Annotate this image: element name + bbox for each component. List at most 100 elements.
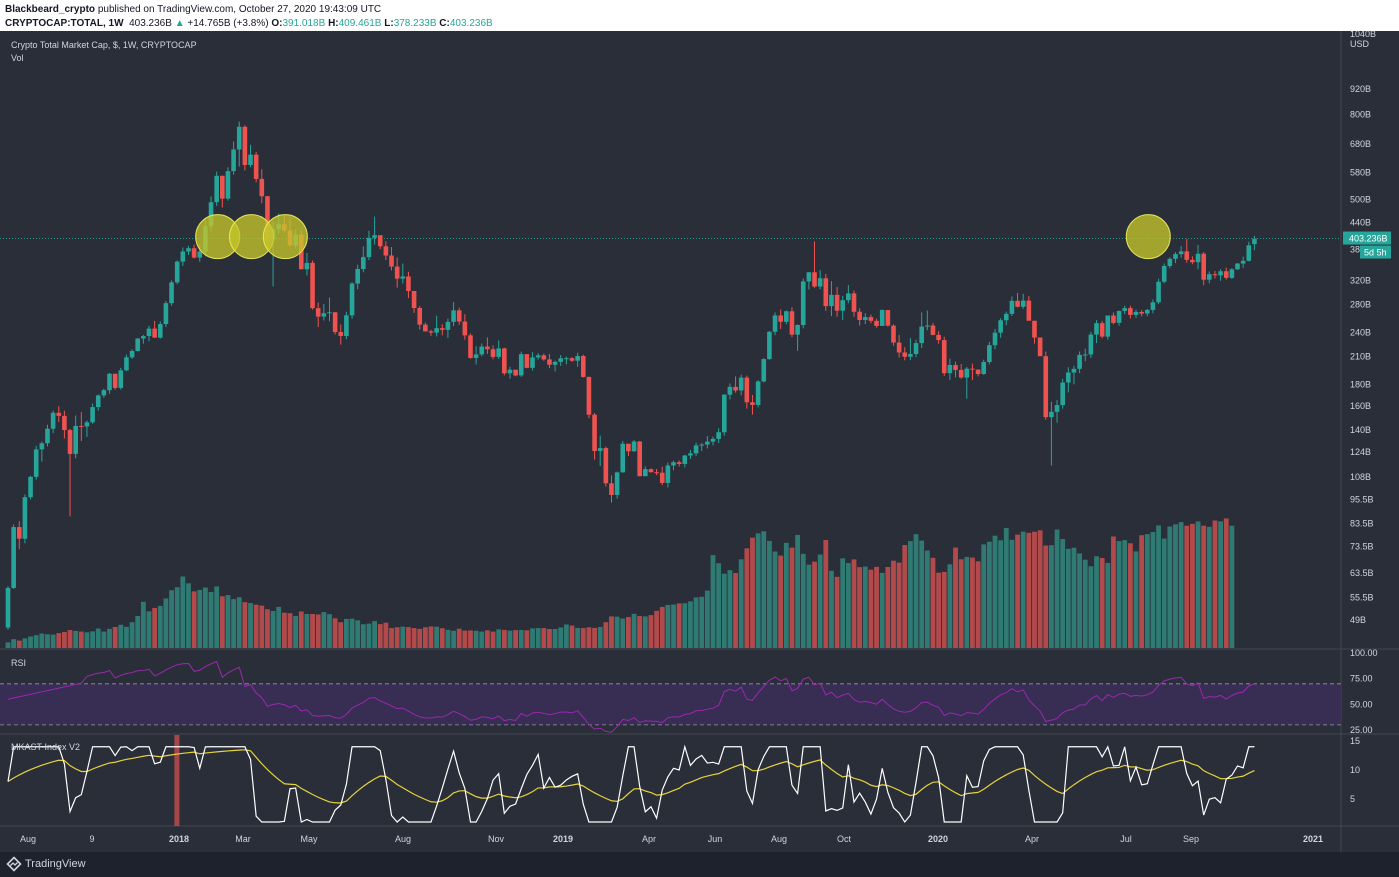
volume-bar (592, 627, 597, 648)
volume-bar (101, 631, 107, 648)
high-label: H: (328, 18, 339, 29)
price-axis-label: 140B (1350, 425, 1371, 435)
volume-bar (191, 591, 197, 648)
time-axis-label: May (300, 834, 318, 844)
candle-body (62, 415, 67, 431)
candle-body (118, 370, 124, 388)
volume-bar (338, 622, 344, 648)
price-axis-label: 920B (1350, 84, 1371, 94)
candle-body (406, 276, 411, 291)
candle-body (518, 354, 524, 376)
volume-bar (344, 618, 349, 648)
mkast-axis-label: 15 (1350, 736, 1360, 746)
highlight-circle (1125, 214, 1171, 260)
candle-body (654, 472, 659, 474)
volume-bar (626, 617, 631, 648)
volume-bar (874, 566, 879, 648)
candle-body (253, 154, 259, 179)
candle-body (659, 472, 665, 483)
volume-bar (1184, 525, 1190, 648)
volume-bar (422, 627, 428, 648)
volume-bar (603, 622, 609, 648)
candle-body (1218, 271, 1223, 276)
candle-body (580, 356, 586, 377)
volume-bar (783, 542, 789, 648)
volume-bar (1122, 540, 1128, 648)
volume-bar (95, 628, 101, 648)
publish-date: published on TradingView.com, October 27… (97, 4, 382, 15)
candle-body (411, 290, 417, 309)
candle-body (242, 126, 248, 166)
candle-body (79, 425, 84, 427)
candle-body (1020, 300, 1026, 307)
candle-body (507, 369, 513, 374)
time-axis-label: Apr (1025, 834, 1039, 844)
rsi-axis-label: 100.00 (1350, 648, 1378, 658)
candle-body (992, 332, 998, 346)
candle-body (1223, 271, 1229, 278)
candle-body (214, 175, 219, 203)
volume-bar (721, 573, 727, 648)
price-axis-label: 1040B (1350, 31, 1376, 39)
tradingview-logo-icon[interactable] (6, 856, 22, 872)
rsi-line (7, 660, 1255, 733)
low-value: 378.233B (393, 18, 437, 29)
candle-body (597, 448, 603, 451)
candle-body (530, 357, 535, 368)
volume-bar (896, 562, 902, 648)
volume-bar (857, 567, 863, 648)
volume-bar (406, 627, 411, 648)
chart-area[interactable]: 1040BUSD920B800B680B580B500B440B380B320B… (0, 31, 1399, 852)
volume-bar (236, 597, 242, 648)
low-label: L: (384, 18, 394, 29)
volume-bar (90, 631, 95, 648)
candle-body (321, 313, 327, 317)
candle-body (569, 358, 575, 361)
volume-bar (411, 628, 417, 648)
change-up-icon: ▲ (174, 18, 185, 29)
candle-body (361, 257, 366, 269)
volume-bar (152, 607, 158, 648)
mkast-signal-line (7, 749, 1255, 804)
volume-bar (1178, 522, 1184, 648)
candle-body (1128, 308, 1133, 315)
volume-bar (1173, 524, 1178, 648)
candle-body (327, 312, 332, 314)
volume-bar (924, 550, 930, 648)
high-value: 409.461B (338, 18, 382, 29)
time-axis-label: Sep (1183, 834, 1199, 844)
price-axis-label: 800B (1350, 110, 1371, 120)
candle-body (913, 343, 919, 354)
volume-bar (1161, 538, 1167, 648)
volume-bar (767, 540, 772, 648)
volume-bar (614, 616, 620, 648)
author-name[interactable]: Blackbeard_crypto (5, 4, 96, 15)
candle-body (372, 235, 377, 238)
candle-body (22, 497, 28, 539)
candle-body (423, 324, 428, 332)
volume-bar (16, 640, 22, 648)
candle-body (829, 294, 834, 307)
candle-body (643, 469, 648, 477)
volume-bar (1218, 521, 1223, 648)
candle-body (479, 346, 485, 355)
candle-body (925, 325, 930, 327)
candle-body (800, 281, 806, 326)
footer-brand[interactable]: TradingView (25, 858, 86, 870)
price-axis-label: 240B (1350, 327, 1371, 337)
volume-bar (1037, 530, 1043, 648)
candle-body (1105, 315, 1111, 337)
mkast-axis-label: 10 (1350, 765, 1360, 775)
volume-bar (45, 634, 50, 648)
volume-bar (1116, 541, 1122, 648)
price-axis-label: 180B (1350, 380, 1371, 390)
volume-bar (135, 616, 141, 648)
volume-bar (958, 559, 964, 648)
time-axis-label: 2020 (928, 834, 948, 844)
candle-body (857, 311, 862, 321)
volume-bar (389, 628, 394, 648)
candle-body (502, 348, 507, 374)
candle-body (552, 361, 558, 365)
chart-canvas[interactable]: 1040BUSD920B800B680B580B500B440B380B320B… (0, 31, 1399, 852)
candle-body (1133, 311, 1139, 315)
